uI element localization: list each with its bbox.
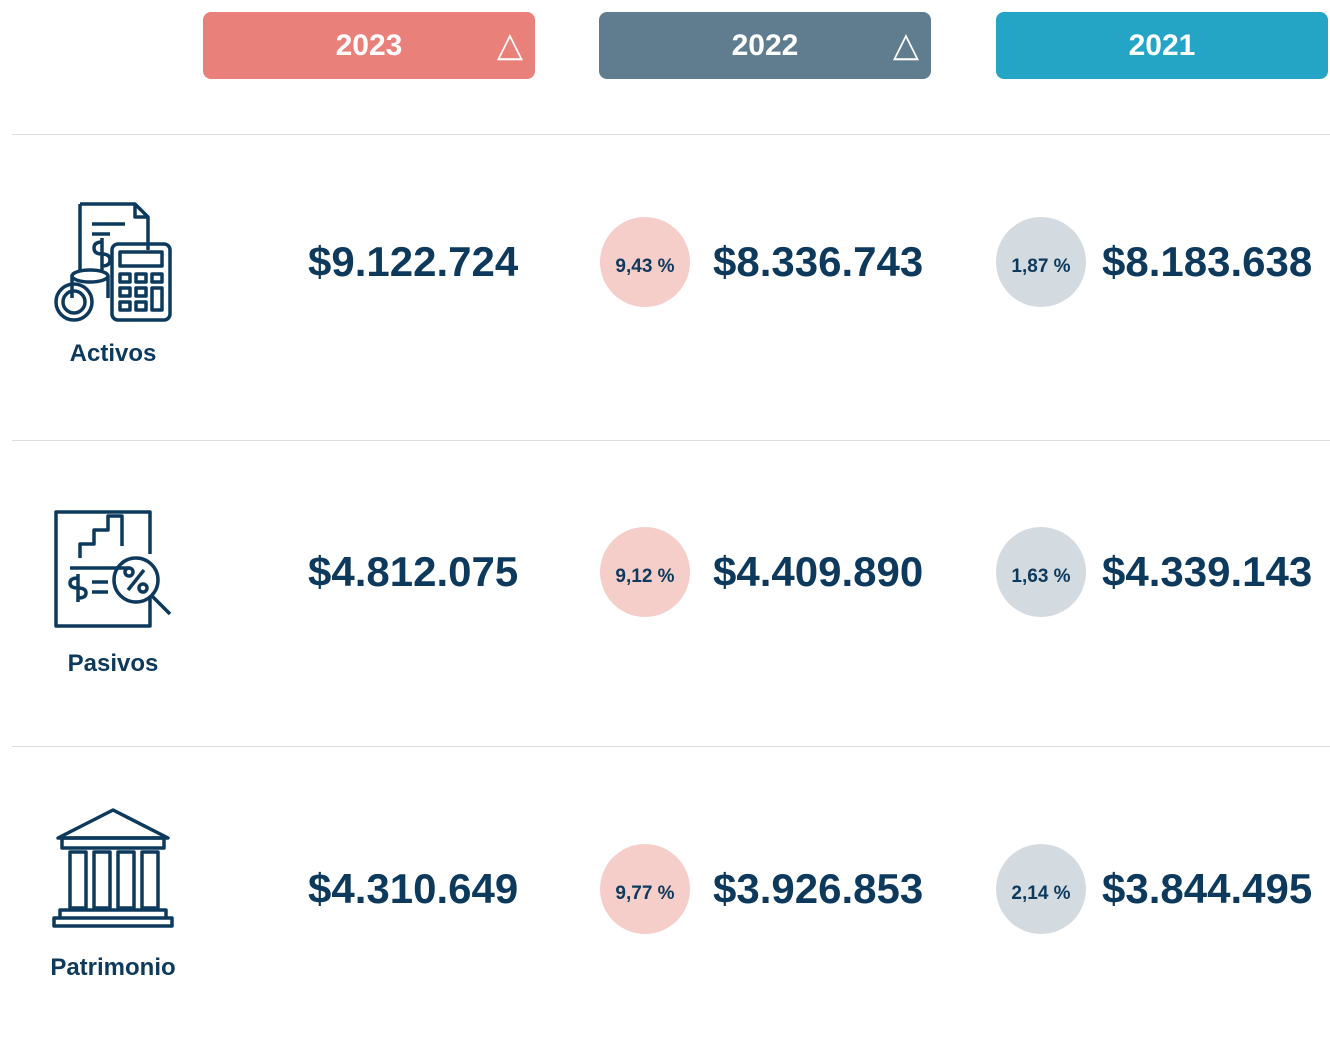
divider xyxy=(12,746,1330,747)
amount: $9.122.724 xyxy=(308,238,519,285)
change-badge: 2,14 % xyxy=(996,844,1086,934)
amount: $8.336.743 xyxy=(713,238,924,285)
change-badge: 9,43 % xyxy=(600,217,690,307)
assets-icon xyxy=(54,202,172,322)
amount: $4.812.075 xyxy=(308,548,519,595)
amount: $3.926.853 xyxy=(713,865,924,912)
year: 2022 xyxy=(731,29,799,62)
amount: $4.339.143 xyxy=(1102,548,1313,595)
header-2023: 2023 △ xyxy=(203,12,535,79)
year: 2021 xyxy=(1128,29,1196,62)
change-badge: 1,63 % xyxy=(996,527,1086,617)
year: 2023 xyxy=(335,29,403,62)
amount: $3.844.495 xyxy=(1102,865,1313,912)
header-2022: 2022 △ xyxy=(599,12,931,79)
header-2021: 2021 xyxy=(996,12,1328,79)
amount: $4.409.890 xyxy=(713,548,924,595)
row-label: Pasivos xyxy=(67,650,159,677)
change-badge: 1,87 % xyxy=(996,217,1086,307)
liabilities-icon xyxy=(54,510,172,628)
amount: $4.310.649 xyxy=(308,865,519,912)
divider xyxy=(12,440,1330,441)
row-label: Activos xyxy=(69,340,157,367)
equity-icon xyxy=(52,808,174,928)
delta: △ xyxy=(496,26,523,64)
change-badge: 9,12 % xyxy=(600,527,690,617)
delta: △ xyxy=(892,26,919,64)
amount: $8.183.638 xyxy=(1102,238,1313,285)
row-label: Patrimonio xyxy=(50,954,176,981)
change-badge: 9,77 % xyxy=(600,844,690,934)
divider xyxy=(12,134,1330,135)
